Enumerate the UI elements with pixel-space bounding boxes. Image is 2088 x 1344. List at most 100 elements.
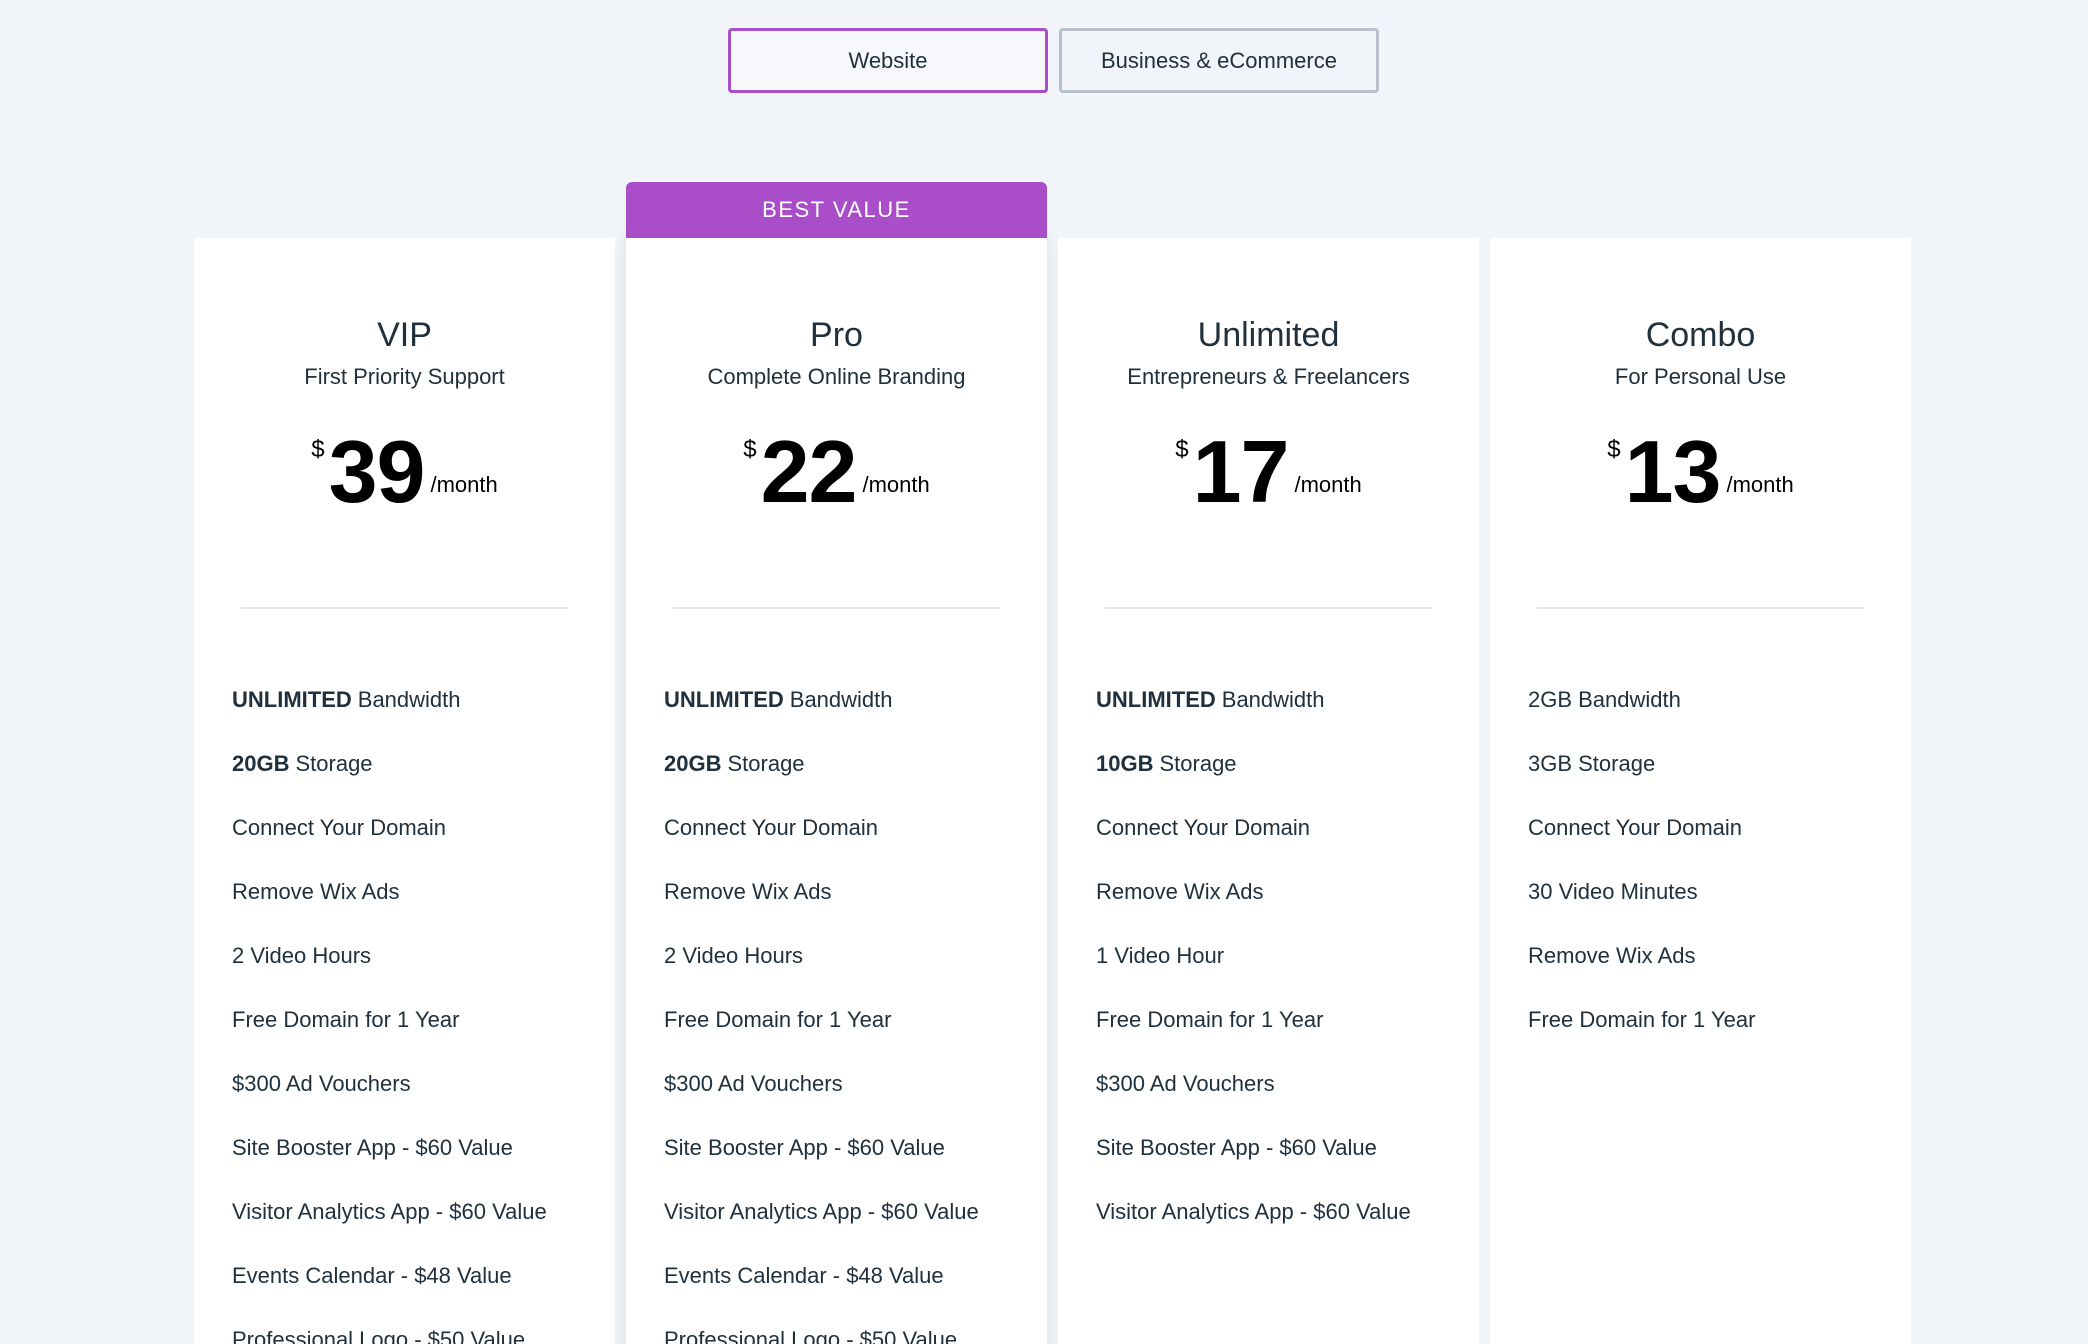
- feature-text: 2 Video Hours: [232, 943, 372, 968]
- plan-name: Pro: [810, 316, 863, 354]
- plan-price: $ 13 /month: [1490, 428, 1911, 516]
- feature-item: 30 Video Minutes: [1528, 860, 1891, 924]
- feature-item: Visitor Analytics App - $60 Value: [664, 1180, 1027, 1244]
- feature-text: Bandwidth: [357, 687, 461, 712]
- feature-item: $300 Ad Vouchers: [1096, 1052, 1459, 1116]
- feature-text: Site Booster App - $60 Value: [232, 1135, 513, 1160]
- feature-item: UNLIMITED Bandwidth: [232, 668, 595, 732]
- feature-list: UNLIMITED Bandwidth 10GB Storage Connect Y…: [1096, 668, 1459, 1244]
- feature-item: Remove Wix Ads: [1096, 860, 1459, 924]
- feature-item: $300 Ad Vouchers: [664, 1052, 1027, 1116]
- plan-tagline: Entrepreneurs & Freelancers: [1127, 364, 1410, 389]
- feature-item: UNLIMITED Bandwidth: [664, 668, 1027, 732]
- feature-text: Connect Your Domain: [664, 815, 879, 840]
- feature-text: Free Domain for 1 Year: [232, 1007, 460, 1032]
- plans-row: VIP First Priority Support $ 39 /month U…: [194, 182, 1911, 1344]
- feature-item: Site Booster App - $60 Value: [1096, 1116, 1459, 1180]
- feature-text: 2GB Bandwidth: [1528, 687, 1681, 712]
- feature-text: Visitor Analytics App - $60 Value: [664, 1199, 979, 1224]
- feature-text: Bandwidth: [789, 687, 893, 712]
- feature-item: Free Domain for 1 Year: [1528, 988, 1891, 1052]
- feature-text: 3GB Storage: [1528, 751, 1656, 776]
- feature-text: Bandwidth: [1221, 687, 1325, 712]
- plan-tagline: For Personal Use: [1614, 364, 1787, 389]
- plan-category-tabs: Website Business & eCommerce: [728, 28, 1379, 93]
- price-currency: $: [1607, 436, 1621, 463]
- tab-business-ecommerce[interactable]: Business & eCommerce: [1059, 28, 1379, 93]
- divider: [1537, 607, 1864, 609]
- price-period: /month: [1726, 472, 1794, 497]
- feature-text: Remove Wix Ads: [664, 879, 832, 904]
- feature-highlight: UNLIMITED: [232, 687, 352, 712]
- feature-text: Free Domain for 1 Year: [1096, 1007, 1324, 1032]
- feature-item: Events Calendar - $48 Value: [664, 1244, 1027, 1308]
- feature-highlight: UNLIMITED: [1096, 687, 1216, 712]
- divider: [241, 607, 568, 609]
- feature-text: Remove Wix Ads: [1528, 943, 1696, 968]
- feature-text: Visitor Analytics App - $60 Value: [1096, 1199, 1411, 1224]
- feature-item: Visitor Analytics App - $60 Value: [232, 1180, 595, 1244]
- feature-text: Connect Your Domain: [1096, 815, 1311, 840]
- feature-highlight: UNLIMITED: [664, 687, 784, 712]
- tab-website[interactable]: Website: [728, 28, 1048, 93]
- plan-name: VIP: [377, 316, 432, 354]
- plan-name: Unlimited: [1197, 316, 1340, 354]
- feature-text: Remove Wix Ads: [1096, 879, 1264, 904]
- feature-item: Connect Your Domain: [1528, 796, 1891, 860]
- feature-item: Remove Wix Ads: [1528, 924, 1891, 988]
- feature-list: 2GB Bandwidth 3GB Storage Connect Your D…: [1528, 668, 1891, 1052]
- feature-item: 10GB Storage: [1096, 732, 1459, 796]
- divider: [673, 607, 1000, 609]
- feature-text: Events Calendar - $48 Value: [232, 1263, 512, 1288]
- plan-card-pro: BEST VALUE Pro Complete Online Branding …: [626, 182, 1047, 1344]
- feature-highlight: 10GB: [1096, 751, 1154, 776]
- price-amount: 17: [1192, 422, 1290, 521]
- price-period: /month: [1294, 472, 1362, 497]
- price-period: /month: [430, 472, 498, 497]
- feature-text: Storage: [295, 751, 373, 776]
- divider: [1105, 607, 1432, 609]
- feature-item: Free Domain for 1 Year: [1096, 988, 1459, 1052]
- plan-tagline: Complete Online Branding: [707, 364, 966, 389]
- feature-item: 3GB Storage: [1528, 732, 1891, 796]
- feature-item: 2 Video Hours: [664, 924, 1027, 988]
- plan-card-unlimited: Unlimited Entrepreneurs & Freelancers $ …: [1058, 238, 1479, 1344]
- feature-item: 20GB Storage: [664, 732, 1027, 796]
- feature-item: 20GB Storage: [232, 732, 595, 796]
- price-currency: $: [1175, 436, 1189, 463]
- feature-text: Site Booster App - $60 Value: [1096, 1135, 1377, 1160]
- price-currency: $: [743, 436, 757, 463]
- feature-text: Connect Your Domain: [1528, 815, 1743, 840]
- feature-item: Site Booster App - $60 Value: [232, 1116, 595, 1180]
- price-amount: 39: [328, 422, 426, 521]
- feature-text: 30 Video Minutes: [1528, 879, 1698, 904]
- feature-item: UNLIMITED Bandwidth: [1096, 668, 1459, 732]
- feature-text: Storage: [727, 751, 805, 776]
- feature-item: Remove Wix Ads: [664, 860, 1027, 924]
- feature-item: Visitor Analytics App - $60 Value: [1096, 1180, 1459, 1244]
- feature-text: Professional Logo - $50 Value: [664, 1327, 958, 1344]
- feature-item: 2 Video Hours: [232, 924, 595, 988]
- feature-text: Remove Wix Ads: [232, 879, 400, 904]
- feature-item: Remove Wix Ads: [232, 860, 595, 924]
- feature-item: $300 Ad Vouchers: [232, 1052, 595, 1116]
- feature-text: Site Booster App - $60 Value: [664, 1135, 945, 1160]
- feature-highlight: 20GB: [232, 751, 290, 776]
- price-amount: 22: [760, 422, 858, 521]
- plan-card-combo: Combo For Personal Use $ 13 /month 2GB B…: [1490, 238, 1911, 1344]
- feature-item: Connect Your Domain: [232, 796, 595, 860]
- price-period: /month: [862, 472, 930, 497]
- feature-text: Free Domain for 1 Year: [664, 1007, 892, 1032]
- feature-text: $300 Ad Vouchers: [1096, 1071, 1275, 1096]
- feature-item: Free Domain for 1 Year: [664, 988, 1027, 1052]
- plan-name: Combo: [1645, 316, 1756, 354]
- feature-item: Connect Your Domain: [664, 796, 1027, 860]
- price-currency: $: [311, 436, 325, 463]
- feature-item: Site Booster App - $60 Value: [664, 1116, 1027, 1180]
- feature-text: Storage: [1159, 751, 1237, 776]
- feature-item: Free Domain for 1 Year: [232, 988, 595, 1052]
- feature-highlight: 20GB: [664, 751, 722, 776]
- plan-price: $ 22 /month: [626, 428, 1047, 516]
- feature-text: 2 Video Hours: [664, 943, 804, 968]
